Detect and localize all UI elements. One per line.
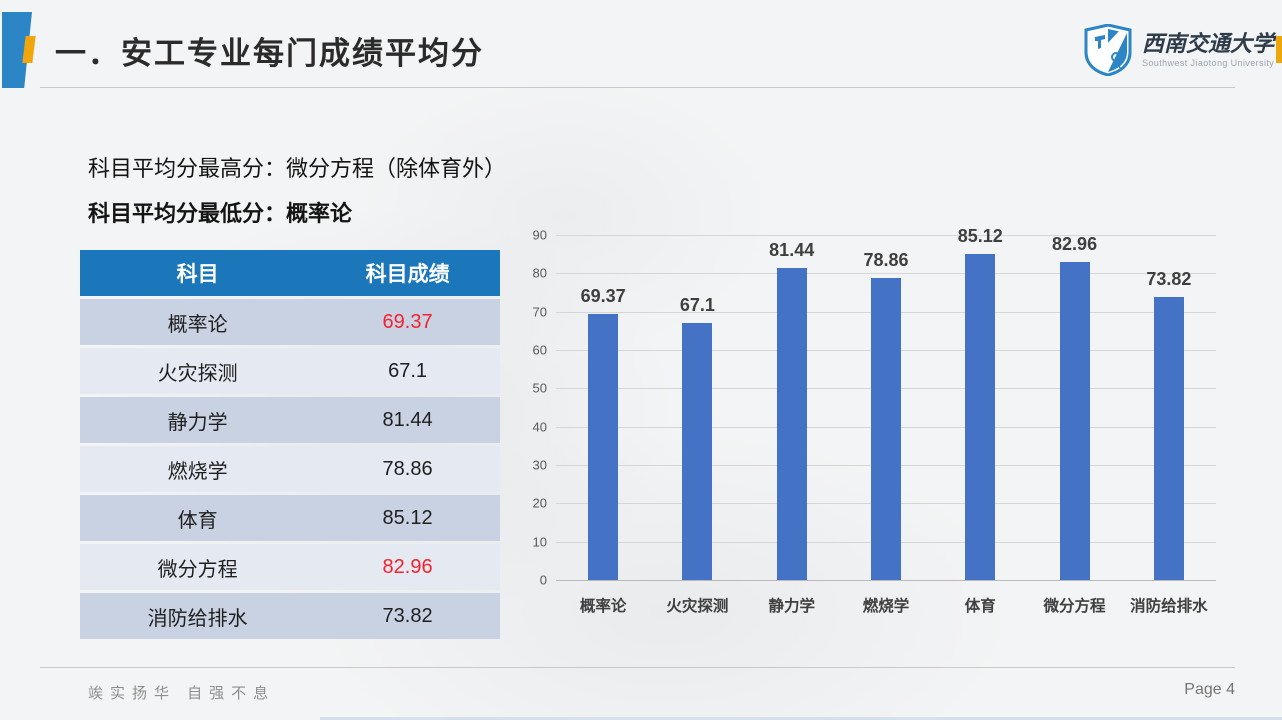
- bar-value-label: 81.44: [769, 239, 815, 260]
- bar-value-label: 85.12: [957, 225, 1003, 246]
- bar: [871, 277, 901, 580]
- subject-cell: 火灾探测: [157, 362, 238, 385]
- page-number: Page 4: [1184, 681, 1235, 698]
- bar: [682, 322, 713, 580]
- bar: [965, 253, 996, 580]
- bar: [588, 314, 619, 580]
- chart-plot-area: 0 10 20 30 40 50 60 70 80 90 69.37 概率论 67.1 火灾探测 81.44…: [533, 226, 1216, 615]
- university-logo: 西南交通大学 Southwest Jiaotong University: [1083, 24, 1274, 76]
- bar-value-label: 73.82: [1146, 269, 1192, 290]
- score-cell: 81.44: [382, 408, 433, 431]
- table-row: 燃烧学 78.86: [80, 446, 500, 492]
- header-divider: [40, 87, 1235, 88]
- x-axis-label: 静力学: [768, 598, 815, 615]
- table-row: 火灾探测 67.1: [80, 348, 500, 394]
- subject-cell: 消防给排水: [147, 607, 248, 630]
- university-emblem-icon: [1084, 24, 1132, 76]
- table-row: 静力学 81.44: [80, 397, 500, 443]
- subject-cell: 静力学: [167, 411, 228, 434]
- y-axis-tick-label: 90: [532, 227, 547, 243]
- min-score-line: 科目平均分最低分：概率论: [88, 201, 353, 226]
- y-axis-tick-label: 20: [532, 495, 547, 511]
- y-axis-tick-label: 80: [532, 265, 547, 281]
- subject-cell: 燃烧学: [167, 460, 228, 483]
- score-table: 科目 科目成绩 概率论 69.37 火灾探测 67.1 静力学 81.44 燃烧学 78.86…: [80, 250, 500, 639]
- score-cell: 69.37: [382, 310, 433, 333]
- y-axis-tick-label: 30: [532, 457, 547, 473]
- page-title: 一．安工专业每门成绩平均分: [55, 36, 484, 71]
- gridline: [556, 235, 1216, 236]
- bar: [1153, 297, 1184, 580]
- score-cell: 85.12: [382, 506, 433, 529]
- y-axis-tick-label: 0: [539, 572, 547, 588]
- table-header-row: 科目 科目成绩: [80, 250, 500, 296]
- y-axis-tick-label: 70: [532, 304, 547, 320]
- x-axis-label: 消防给排水: [1130, 598, 1208, 615]
- bar-value-label: 82.96: [1052, 234, 1098, 254]
- table-row: 概率论 69.37: [80, 299, 500, 345]
- right-edge-accent: [1276, 36, 1282, 63]
- bar-value-label: 78.86: [863, 249, 909, 270]
- header-accent-orange: [22, 36, 36, 63]
- y-axis-tick-label: 40: [532, 419, 547, 435]
- score-cell: 78.86: [382, 457, 433, 480]
- bar-value-label: 67.1: [679, 294, 715, 315]
- x-axis-label: 微分方程: [1043, 598, 1106, 615]
- y-axis-tick-label: 10: [532, 534, 547, 550]
- score-cell: 67.1: [388, 359, 428, 382]
- max-score-line: 科目平均分最高分：微分方程（除体育外）: [88, 156, 507, 181]
- x-axis-label: 体育: [964, 598, 996, 615]
- column-header-score: 科目成绩: [365, 263, 450, 286]
- gridline: [556, 273, 1216, 275]
- table-body: 概率论 69.37 火灾探测 67.1 静力学 81.44 燃烧学 78.86 体育 85.12 微…: [80, 299, 500, 639]
- subject-cell: 体育: [177, 509, 218, 532]
- table-row: 体育 85.12: [80, 495, 500, 541]
- x-axis-label: 概率论: [579, 598, 627, 615]
- bar: [776, 267, 807, 580]
- column-header-subject: 科目: [176, 263, 219, 286]
- university-name-en: Southwest Jiaotong University: [1142, 57, 1275, 68]
- bar-chart: 0 10 20 30 40 50 60 70 80 90 69.37 概率论 67.1 火灾探测 81.44…: [520, 225, 1235, 625]
- footer-motto: 竢实扬华 自强不息: [88, 685, 276, 702]
- table-row: 微分方程 82.96: [80, 544, 500, 590]
- score-cell: 73.82: [382, 604, 433, 627]
- table-row: 消防给排水 73.82: [80, 593, 500, 639]
- x-axis-label: 燃烧学: [862, 598, 910, 615]
- university-name: 西南交通大学 Southwest Jiaotong University: [1142, 30, 1275, 68]
- bar: [1059, 262, 1090, 580]
- y-axis-tick-label: 50: [532, 380, 547, 396]
- score-cell: 82.96: [382, 555, 433, 578]
- y-axis-tick-label: 60: [532, 342, 547, 358]
- subject-cell: 微分方程: [157, 558, 238, 581]
- bar-value-label: 69.37: [580, 286, 626, 307]
- university-name-cn: 西南交通大学: [1142, 30, 1275, 56]
- bottom-edge-accent: [320, 717, 1282, 720]
- x-axis-label: 火灾探测: [666, 598, 729, 615]
- subject-cell: 概率论: [167, 313, 228, 336]
- footer-divider: [40, 667, 1235, 668]
